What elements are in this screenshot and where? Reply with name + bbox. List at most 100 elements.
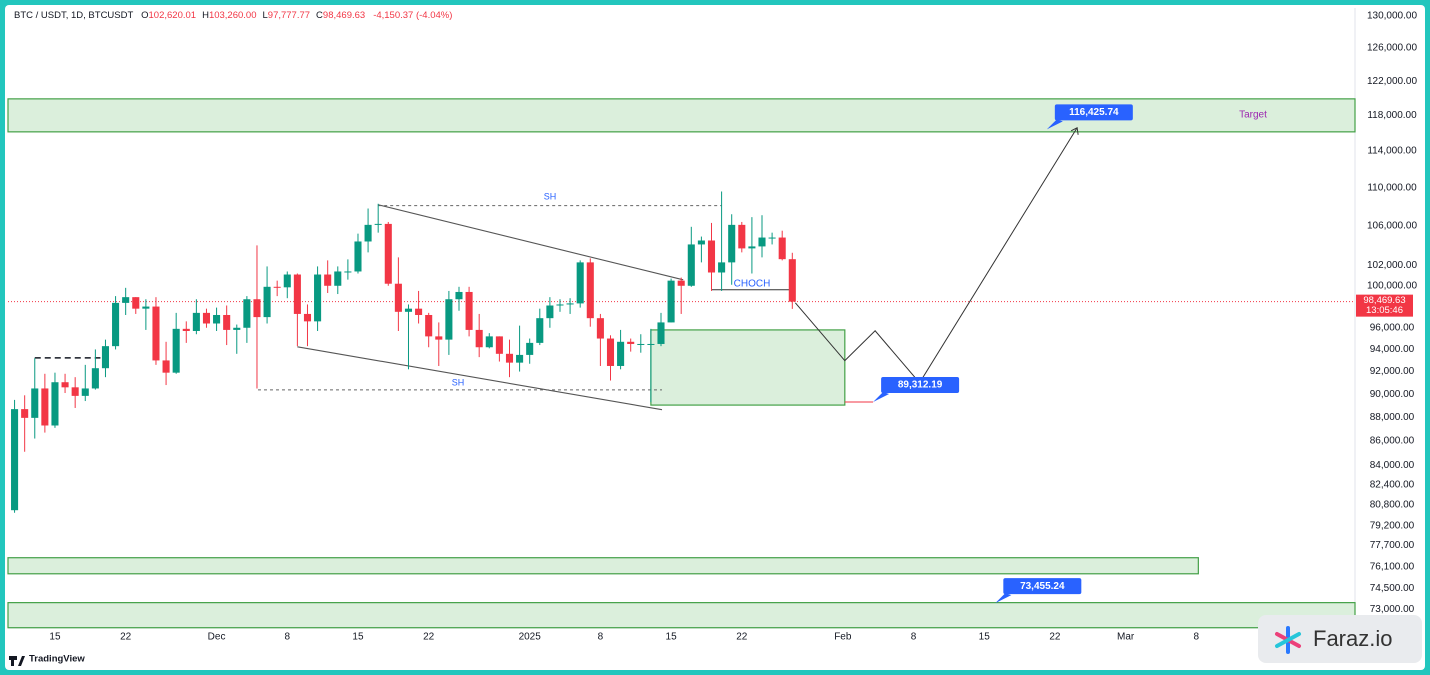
candle-body <box>182 328 190 331</box>
candle-body <box>576 262 584 304</box>
ohlc-key: L <box>262 10 267 21</box>
x-tick-label: 15 <box>352 632 364 643</box>
sh-label: SH <box>544 191 557 201</box>
candle-body <box>162 360 170 373</box>
sh-label: SH <box>452 377 465 387</box>
target-label: Target <box>1239 110 1267 121</box>
choch-label: CHOCH <box>734 279 771 290</box>
candle-body <box>81 388 89 396</box>
candle-body <box>606 338 615 366</box>
y-tick-label: 80,800.00 <box>1370 500 1415 511</box>
x-tick-label: 8 <box>1194 632 1200 643</box>
trend-line <box>378 204 684 281</box>
candle-body <box>172 328 180 373</box>
y-tick-label: 96,000.00 <box>1370 322 1415 333</box>
y-tick-label: 118,000.00 <box>1367 110 1417 121</box>
y-tick-label: 106,000.00 <box>1367 220 1417 231</box>
watermark-text: Faraz.io <box>1313 626 1392 651</box>
candle-body <box>142 306 150 309</box>
candle-body <box>384 223 392 284</box>
candle-body <box>394 283 402 312</box>
y-tick-label: 76,100.00 <box>1370 561 1415 572</box>
x-tick-label: 22 <box>1049 632 1061 643</box>
candle-body <box>536 318 544 343</box>
ohlc-key: O <box>141 10 148 21</box>
y-tick-label: 130,000.00 <box>1367 11 1417 22</box>
last-price-tag <box>1356 294 1413 317</box>
callout-box <box>1054 104 1133 121</box>
candle-body <box>21 409 29 418</box>
zone <box>650 329 846 406</box>
ohlc-value: 97,777.77 <box>268 10 310 21</box>
candle-body <box>223 314 231 330</box>
candle-body <box>465 291 473 330</box>
countdown-label: 13:05:46 <box>1366 305 1403 316</box>
candle-body <box>516 354 524 363</box>
y-tick-label: 90,000.00 <box>1370 389 1415 400</box>
ohlc-key: C <box>316 10 323 21</box>
candle-body <box>263 286 271 318</box>
x-tick-label: 15 <box>666 632 678 643</box>
candle-body <box>768 237 776 239</box>
candle-body <box>627 341 635 344</box>
symbol: BTC / USDT, 1D, BTCUSDT <box>14 10 133 21</box>
candle-body <box>445 299 453 340</box>
zone <box>7 557 1199 575</box>
watermark-box <box>1258 615 1422 663</box>
candle-body <box>495 336 503 354</box>
watermark-icon <box>1275 626 1301 654</box>
change: -4,150.37 (-4.04%) <box>373 10 452 21</box>
candle-body <box>505 353 514 363</box>
candle-body <box>374 223 382 225</box>
candle-body <box>718 262 726 273</box>
callout-label: 73,455.24 <box>1020 581 1065 592</box>
candle-body <box>728 224 736 263</box>
candle-body <box>455 291 463 300</box>
candle-body <box>566 303 574 305</box>
candle-body <box>354 241 362 272</box>
x-tick-label: Feb <box>834 632 852 643</box>
candle-body <box>788 259 796 302</box>
candle-body <box>112 302 120 347</box>
candle-body <box>101 346 110 369</box>
candle-body <box>667 280 675 323</box>
trend-line <box>297 346 663 411</box>
ohlc-key: H <box>202 10 209 21</box>
candle-body <box>596 318 604 339</box>
callout-label: 89,312.19 <box>898 380 943 391</box>
candle-body <box>748 246 756 249</box>
x-tick-label: 15 <box>979 632 991 643</box>
x-tick-label: 8 <box>284 632 290 643</box>
y-tick-label: 82,400.00 <box>1370 480 1415 491</box>
candle-body <box>122 297 130 303</box>
candle-body <box>526 342 534 355</box>
candle-body <box>586 262 594 319</box>
candle-body <box>253 299 261 318</box>
candle-body <box>778 237 786 260</box>
candle-body <box>41 388 49 426</box>
x-tick-label: 15 <box>49 632 61 643</box>
zone <box>7 602 1356 629</box>
logo-text: TradingView <box>29 654 85 665</box>
candle-body <box>192 312 200 331</box>
candle-body <box>556 304 564 306</box>
candle-body <box>657 322 665 344</box>
y-tick-label: 74,500.00 <box>1370 583 1415 594</box>
x-tick-label: Mar <box>1117 632 1135 643</box>
candle-body <box>475 329 483 348</box>
candle-body <box>61 382 69 388</box>
last-price-label: 98,469.63 <box>1363 295 1405 306</box>
candle-body <box>707 240 716 273</box>
candle-body <box>415 308 423 315</box>
candle-body <box>404 308 413 312</box>
callout-label: 116,425.74 <box>1069 107 1119 118</box>
x-tick-label: 22 <box>736 632 748 643</box>
candle-body <box>243 299 251 328</box>
candle-body <box>233 327 241 330</box>
y-tick-label: 79,200.00 <box>1370 520 1415 531</box>
zone <box>7 98 1356 133</box>
y-tick-label: 126,000.00 <box>1367 43 1417 54</box>
candle-body <box>91 368 99 389</box>
